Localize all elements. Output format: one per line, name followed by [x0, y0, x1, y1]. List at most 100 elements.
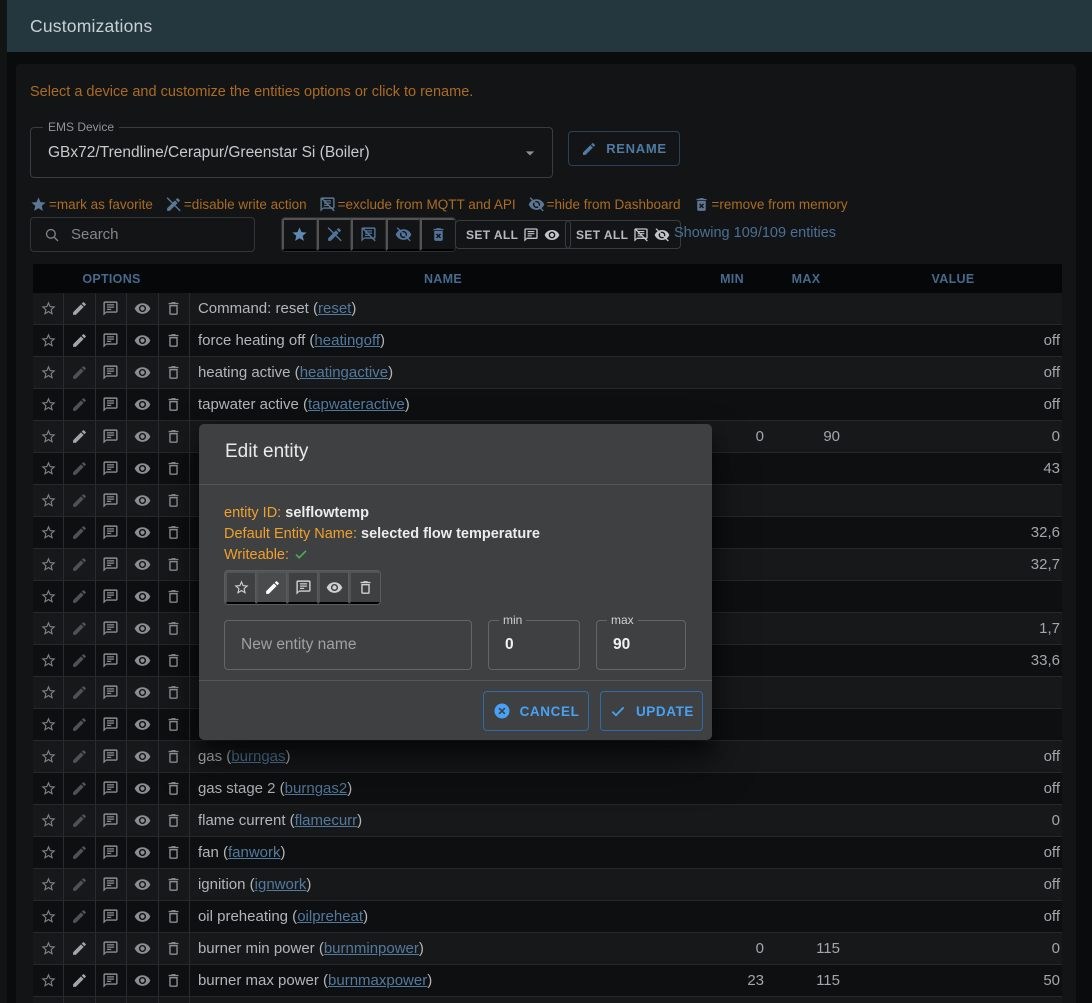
- row-option-visibility[interactable]: [127, 581, 159, 612]
- row-option-edit[interactable]: [64, 837, 96, 868]
- row-option-delete[interactable]: [159, 453, 190, 484]
- row-option-visibility[interactable]: [127, 741, 159, 772]
- row-option-delete[interactable]: [159, 997, 190, 1003]
- row-option-visibility[interactable]: [127, 805, 159, 836]
- row-option-comment[interactable]: [96, 965, 128, 996]
- entity-name-cell[interactable]: burner max power (burnmaxpower): [197, 972, 433, 989]
- row-option-delete[interactable]: [159, 645, 190, 676]
- row-option-comment[interactable]: [96, 933, 128, 964]
- row-option-delete[interactable]: [159, 741, 190, 772]
- entity-id-link[interactable]: burnminpower: [323, 940, 419, 957]
- entity-name-cell[interactable]: [190, 997, 696, 1003]
- row-option-edit[interactable]: [64, 933, 96, 964]
- row-option-edit[interactable]: [64, 613, 96, 644]
- row-option-delete[interactable]: [159, 613, 190, 644]
- entity-name-cell[interactable]: gas (burngas): [197, 748, 291, 765]
- row-option-delete[interactable]: [159, 581, 190, 612]
- row-option-comment[interactable]: [96, 517, 128, 548]
- row-option-edit[interactable]: [64, 901, 96, 932]
- min-input[interactable]: [489, 621, 579, 669]
- row-option-delete[interactable]: [159, 293, 190, 324]
- entity-id-link[interactable]: ignwork: [254, 876, 307, 893]
- row-option-visibility[interactable]: [127, 421, 159, 452]
- search-input[interactable]: [31, 218, 254, 251]
- row-option-visibility[interactable]: [127, 549, 159, 580]
- row-option-visibility[interactable]: [127, 709, 159, 740]
- row-option-comment[interactable]: [96, 613, 128, 644]
- row-option-visibility[interactable]: [127, 389, 159, 420]
- row-option-comment[interactable]: [96, 581, 128, 612]
- row-option-delete[interactable]: [159, 869, 190, 900]
- rename-button[interactable]: RENAME: [568, 131, 680, 166]
- row-option-edit[interactable]: [64, 357, 96, 388]
- entity-id-link[interactable]: fanwork: [227, 844, 281, 861]
- entity-id-link[interactable]: flamecurr: [294, 812, 358, 829]
- row-option-star[interactable]: [33, 741, 65, 772]
- row-option-comment[interactable]: [96, 741, 128, 772]
- row-option-comment[interactable]: [96, 549, 128, 580]
- dialog-toggle-comment[interactable]: [287, 571, 318, 604]
- row-option-comment[interactable]: [96, 293, 128, 324]
- row-option-star[interactable]: [33, 549, 65, 580]
- row-option-visibility[interactable]: [127, 773, 159, 804]
- row-option-comment[interactable]: [96, 709, 128, 740]
- dialog-toggle-visibility[interactable]: [318, 571, 349, 604]
- row-option-delete[interactable]: [159, 517, 190, 548]
- row-option-delete[interactable]: [159, 709, 190, 740]
- row-option-star[interactable]: [33, 773, 65, 804]
- row-option-edit[interactable]: [64, 325, 96, 356]
- row-option-visibility[interactable]: [127, 677, 159, 708]
- row-option-star[interactable]: [33, 357, 65, 388]
- row-option-comment[interactable]: [96, 869, 128, 900]
- row-option-edit[interactable]: [64, 645, 96, 676]
- row-option-visibility[interactable]: [127, 837, 159, 868]
- filter-delete-forever-button[interactable]: [420, 218, 455, 251]
- min-field[interactable]: min: [488, 613, 580, 670]
- entity-name-cell[interactable]: gas stage 2 (burngas2): [197, 780, 353, 797]
- row-option-comment[interactable]: [96, 901, 128, 932]
- entity-id-link[interactable]: reset: [318, 300, 352, 317]
- row-option-star[interactable]: [33, 997, 65, 1003]
- search-box[interactable]: [30, 217, 255, 252]
- new-entity-name-input[interactable]: [225, 621, 471, 669]
- entity-name-cell[interactable]: heating active (heatingactive): [197, 364, 394, 381]
- new-entity-name-field[interactable]: [224, 620, 472, 670]
- row-option-edit[interactable]: [64, 549, 96, 580]
- row-option-visibility[interactable]: [127, 613, 159, 644]
- row-option-star[interactable]: [33, 613, 65, 644]
- entity-name-cell[interactable]: oil preheating (oilpreheat): [197, 908, 369, 925]
- entity-id-link[interactable]: heatingoff: [314, 332, 381, 349]
- row-option-visibility[interactable]: [127, 869, 159, 900]
- row-option-comment[interactable]: [96, 453, 128, 484]
- entity-name-cell[interactable]: burner min power (burnminpower): [197, 940, 424, 957]
- row-option-delete[interactable]: [159, 805, 190, 836]
- row-option-comment[interactable]: [96, 421, 128, 452]
- set-all-show-button[interactable]: SET ALL: [455, 220, 572, 249]
- row-option-delete[interactable]: [159, 389, 190, 420]
- row-option-delete[interactable]: [159, 773, 190, 804]
- row-option-edit[interactable]: [64, 389, 96, 420]
- row-option-visibility[interactable]: [127, 357, 159, 388]
- filter-edit-off-button[interactable]: [316, 218, 351, 251]
- row-option-star[interactable]: [33, 933, 65, 964]
- filter-star-filled-button[interactable]: [282, 218, 317, 251]
- set-all-hide-button[interactable]: SET ALL: [565, 220, 682, 249]
- row-option-comment[interactable]: [96, 485, 128, 516]
- entity-name-cell[interactable]: flame current (flamecurr): [197, 812, 363, 829]
- filter-comment-off-button[interactable]: [351, 218, 386, 251]
- row-option-edit[interactable]: [64, 421, 96, 452]
- entity-id-link[interactable]: burngas: [231, 748, 286, 765]
- entity-id-link[interactable]: heatingactive: [299, 364, 389, 381]
- row-option-star[interactable]: [33, 965, 65, 996]
- row-option-star[interactable]: [33, 837, 65, 868]
- row-option-delete[interactable]: [159, 965, 190, 996]
- row-option-delete[interactable]: [159, 837, 190, 868]
- dialog-toggle-delete[interactable]: [349, 571, 380, 604]
- row-option-star[interactable]: [33, 677, 65, 708]
- row-option-edit[interactable]: [64, 965, 96, 996]
- row-option-delete[interactable]: [159, 549, 190, 580]
- entity-id-link[interactable]: burnmaxpower: [328, 972, 428, 989]
- row-option-star[interactable]: [33, 485, 65, 516]
- row-option-comment[interactable]: [96, 805, 128, 836]
- row-option-edit[interactable]: [64, 581, 96, 612]
